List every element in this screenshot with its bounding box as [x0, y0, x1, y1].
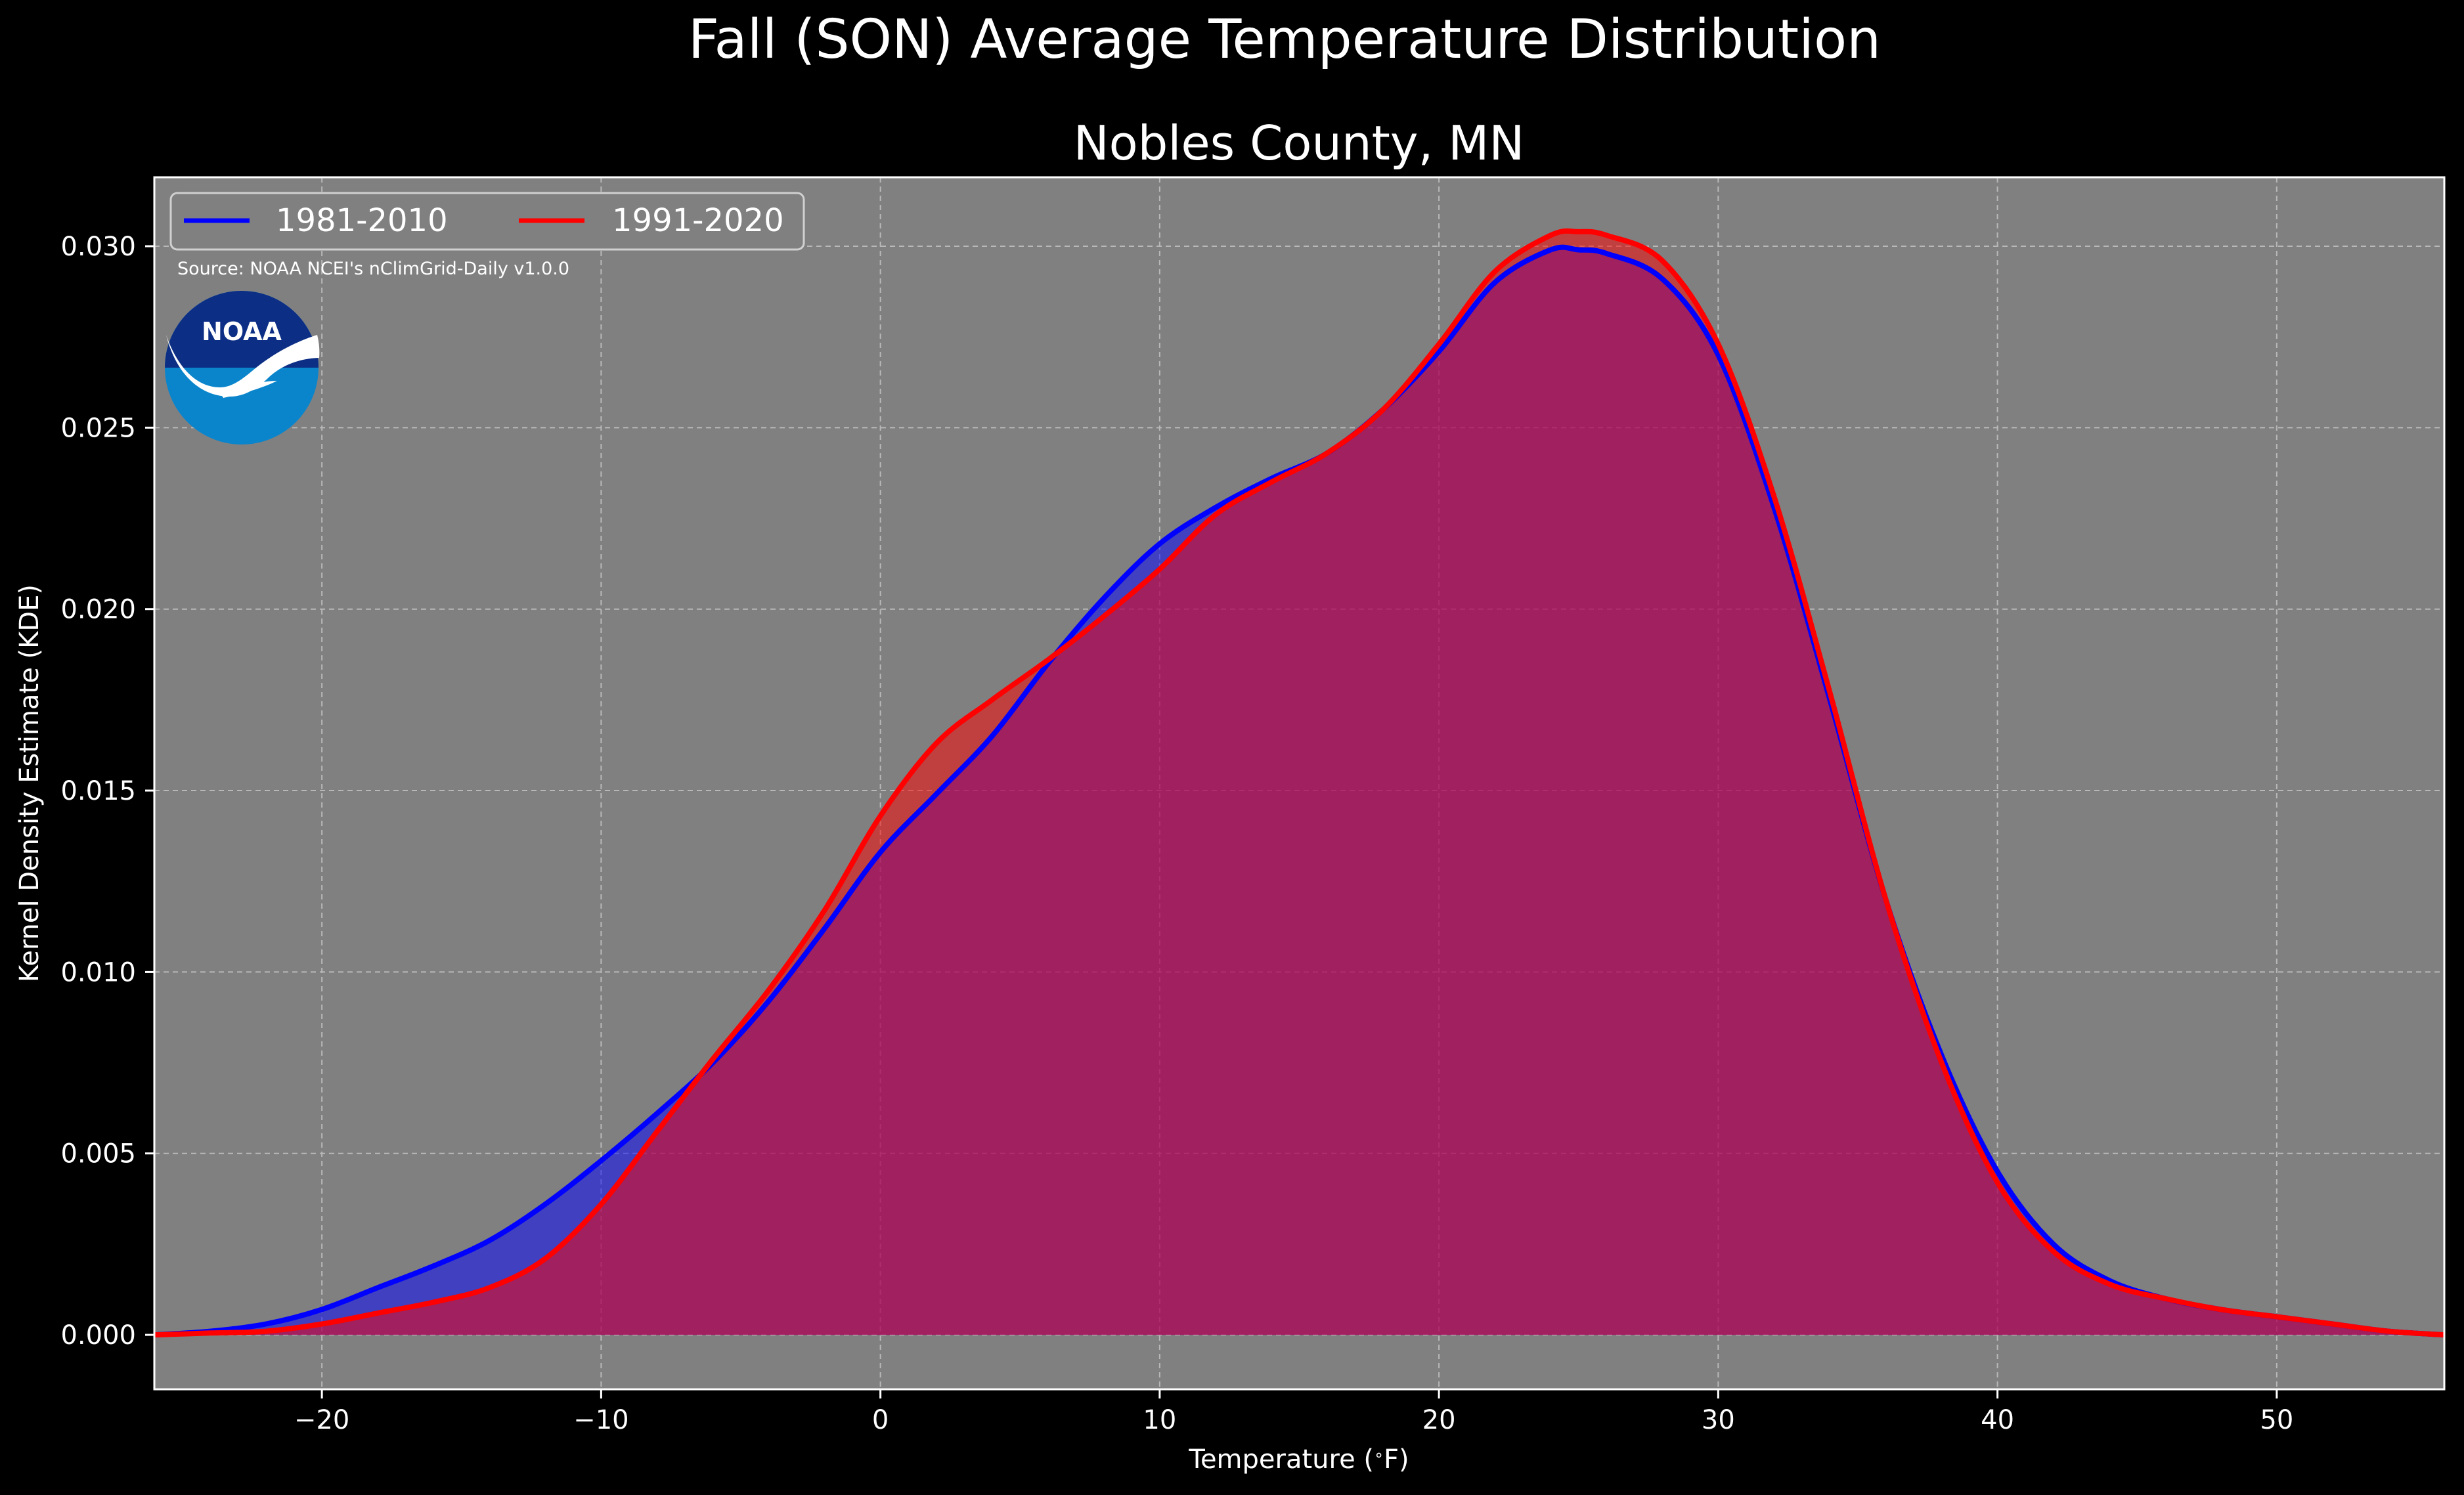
y-axis: 0.000 0.005 0.010 0.015 0.020 0.025 0.030: [60, 232, 154, 1351]
series-lines: [154, 228, 2444, 1338]
y-tick-label: 0.025: [60, 413, 136, 443]
legend-label-1981-2010: 1981-2010: [276, 202, 448, 239]
noaa-wing-icon: [220, 381, 277, 398]
x-tick-label: 0: [872, 1405, 889, 1435]
legend-frame: [169, 192, 805, 251]
y-tick-label: 0.000: [60, 1320, 136, 1351]
legend: 1981-2010 1991-2020: [169, 192, 805, 251]
x-tick-label: 50: [2260, 1405, 2293, 1435]
figure-title: Fall (SON) Average Temperature Distribut…: [688, 9, 1881, 71]
noaa-bird-icon: [166, 335, 320, 397]
y-tick-label: 0.010: [60, 957, 136, 987]
noaa-logo-text: NOAA: [202, 317, 282, 346]
y-tick-label: 0.020: [60, 595, 136, 625]
x-tick-label: 10: [1143, 1405, 1176, 1435]
series-line-1991-2020: [154, 228, 2444, 1338]
chart-title: Nobles County, MN: [1074, 116, 1525, 171]
x-tick-label: −10: [573, 1405, 628, 1435]
x-axis: −20 −10 0 10 20 30 40 50: [294, 1389, 2293, 1435]
plot-frame: [153, 176, 2446, 1391]
noaa-logo: NOAA: [165, 291, 320, 444]
y-tick-label: 0.005: [60, 1139, 136, 1169]
x-axis-label: Temperature (∘F): [1188, 1444, 1409, 1475]
x-tick-label: −20: [294, 1405, 349, 1435]
y-axis-label: Kernel Density Estimate (KDE): [14, 584, 45, 982]
series-fills: [154, 230, 2444, 1335]
x-tick-label: 20: [1422, 1405, 1456, 1435]
x-tick-label: 40: [1981, 1405, 2014, 1435]
source-annotation: Source: NOAA NCEI's nClimGrid-Daily v1.0…: [177, 259, 569, 279]
y-tick-label: 0.030: [60, 232, 136, 262]
series-area-1991-2020: [154, 230, 2444, 1335]
legend-label-1991-2020: 1991-2020: [612, 202, 784, 239]
noaa-logo-upper: [165, 291, 319, 368]
x-tick-label: 30: [1702, 1405, 1735, 1435]
y-tick-label: 0.015: [60, 776, 136, 806]
